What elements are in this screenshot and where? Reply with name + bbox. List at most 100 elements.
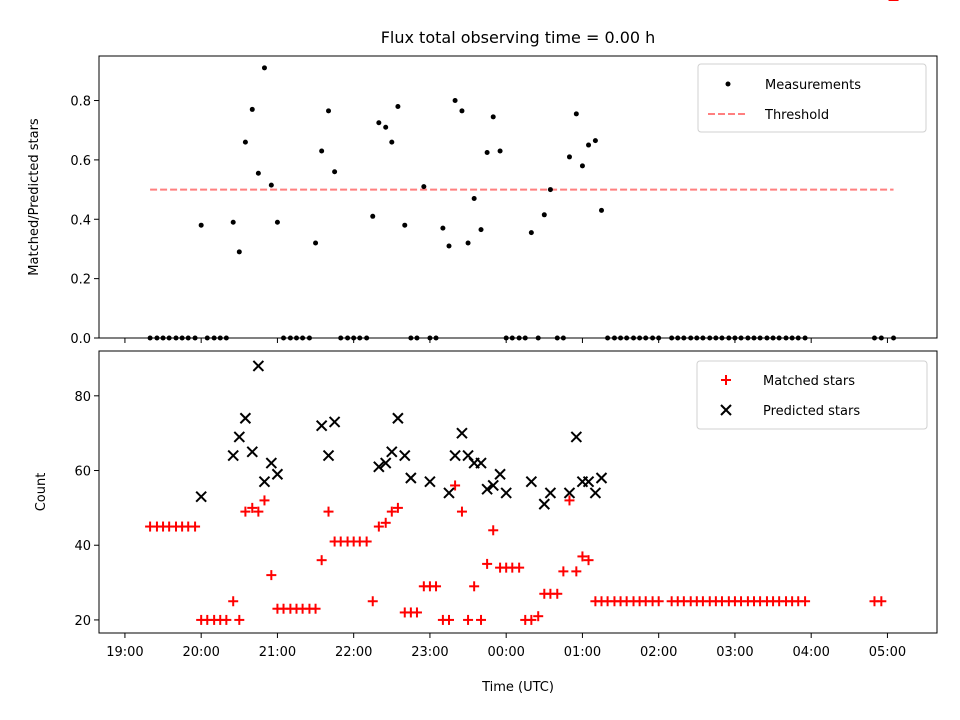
matched-star-point xyxy=(653,596,664,607)
predicted-marker-b xyxy=(424,476,436,488)
legend-threshold-label: Threshold xyxy=(764,108,829,123)
predicted-marker-b xyxy=(449,449,461,462)
matched-star-point xyxy=(488,525,499,536)
predicted-marker-b xyxy=(570,431,583,443)
predicted-marker-b xyxy=(443,487,455,499)
top-panel: 0.00.20.40.60.8 Matched/Predicted stars … xyxy=(27,55,938,347)
legend-measurements-label: Measurements xyxy=(765,78,861,93)
matched-star-point xyxy=(266,570,277,581)
predicted-star-point xyxy=(544,487,557,499)
measurement-point xyxy=(370,213,376,219)
matched-star-point xyxy=(259,495,270,506)
predicted-star-point xyxy=(538,498,551,510)
matched-star-point xyxy=(228,596,239,607)
top-y-tick-label: 0.6 xyxy=(70,154,91,169)
matched-star-point xyxy=(411,607,422,618)
measurement-point xyxy=(255,170,261,176)
predicted-marker-b xyxy=(487,479,499,492)
predicted-star-point xyxy=(475,457,487,469)
legend-measurements-marker xyxy=(725,81,731,87)
matched-star-point xyxy=(373,521,384,532)
measurement-point xyxy=(274,219,280,225)
bottom-y-tick-label: 80 xyxy=(74,390,91,405)
predicted-marker-b xyxy=(399,449,411,462)
matched-star-point xyxy=(533,611,544,622)
measurement-point xyxy=(261,65,267,71)
predicted-star-point xyxy=(525,476,538,488)
matched-star-point xyxy=(476,614,487,625)
predicted-star-point xyxy=(322,449,335,462)
predicted-marker-b xyxy=(405,472,417,484)
bottom-x-tick-label: 21:00 xyxy=(259,645,296,660)
bottom-y-ticks: 20 40 60 80 xyxy=(74,390,99,629)
matched-star-point xyxy=(482,558,493,569)
matched-star-point xyxy=(456,506,467,517)
measurement-point xyxy=(490,114,496,120)
measurement-point xyxy=(236,249,242,255)
matched-star-point xyxy=(577,551,588,562)
predicted-star-point xyxy=(265,457,278,469)
predicted-star-point xyxy=(227,449,239,462)
predicted-marker-b xyxy=(227,449,239,462)
bottom-x-tick-label: 19:00 xyxy=(106,645,143,660)
legend-matched-marker xyxy=(721,375,731,385)
predicted-marker-b xyxy=(582,476,595,488)
measurement-point xyxy=(198,222,204,228)
measurement-point xyxy=(459,108,465,114)
matched-star-point xyxy=(380,517,391,528)
predicted-marker-b xyxy=(500,487,512,499)
predicted-star-point xyxy=(258,476,271,488)
predicted-marker-b xyxy=(538,498,551,510)
predicted-star-point xyxy=(449,449,461,462)
bottom-x-tick-label: 22:00 xyxy=(335,645,372,660)
top-x-ticks xyxy=(124,338,888,343)
matched-star-point xyxy=(469,581,480,592)
predicted-star-point xyxy=(239,412,252,424)
top-y-tick-label: 0.0 xyxy=(70,332,91,347)
measurement-point xyxy=(249,106,255,112)
predicted-star-point xyxy=(570,431,583,443)
predicted-star-point xyxy=(328,416,341,428)
matched-star-point xyxy=(558,566,569,577)
predicted-marker-b xyxy=(328,416,341,428)
predicted-marker-b xyxy=(563,487,576,499)
predicted-star-point xyxy=(392,412,404,424)
predicted-star-point xyxy=(405,472,417,484)
matched-star-point xyxy=(316,555,327,566)
predicted-marker-b xyxy=(481,483,493,495)
predicted-marker-b xyxy=(233,431,246,443)
measurement-point xyxy=(547,187,553,193)
bottom-y-tick-label: 60 xyxy=(74,465,91,480)
predicted-marker-b xyxy=(195,490,207,503)
measurement-point xyxy=(313,240,319,246)
measurement-point xyxy=(586,142,592,148)
matched-star-point xyxy=(552,588,563,599)
predicted-marker-b xyxy=(315,419,328,432)
bottom-legend-box xyxy=(696,360,928,430)
bottom-x-tick-label: 04:00 xyxy=(792,645,829,660)
predicted-star-point xyxy=(424,476,436,488)
bottom-plot-area xyxy=(145,0,899,625)
measurement-point xyxy=(332,169,338,175)
measurement-point xyxy=(268,182,274,188)
predicted-star-point xyxy=(443,487,455,499)
measurement-point xyxy=(440,225,446,231)
matched-star-point xyxy=(386,506,397,517)
predicted-star-point xyxy=(373,461,385,473)
bottom-y-axis-label: Count xyxy=(34,473,49,512)
legend-predicted-label: Predicted stars xyxy=(763,404,860,419)
top-y-tick-label: 0.8 xyxy=(70,95,91,110)
matched-star-point xyxy=(221,614,232,625)
measurement-point xyxy=(465,240,471,246)
top-legend-box xyxy=(697,63,927,133)
measurement-point xyxy=(528,230,534,236)
predicted-marker-b xyxy=(544,487,557,499)
matched-star-point xyxy=(431,581,442,592)
bottom-panel: 20 40 60 80 19:00 20:00 21:00 22:00 23:00 00:00 0… xyxy=(34,0,938,695)
predicted-marker-b xyxy=(322,449,335,462)
matched-star-point xyxy=(526,614,537,625)
matched-star-point xyxy=(564,495,575,506)
predicted-marker-b xyxy=(265,457,278,469)
matched-star-point xyxy=(323,506,334,517)
measurement-point xyxy=(319,148,325,154)
